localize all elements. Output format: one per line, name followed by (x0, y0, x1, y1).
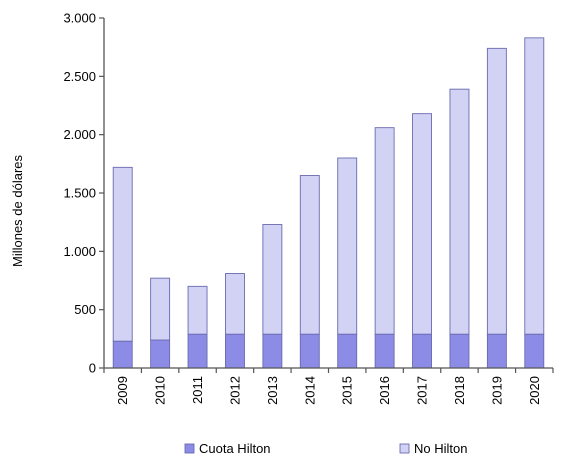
bar-cuota-hilton-2009 (112, 340, 133, 369)
legend-swatch-cuota-hilton (184, 443, 195, 454)
x-tick-label: 2009 (115, 376, 130, 405)
bar-cuota-hilton-2014 (299, 333, 320, 369)
bar-cuota-hilton-2012 (225, 333, 245, 369)
legend: Cuota Hilton No Hilton (184, 441, 467, 456)
x-tick-label-group: 2011 (190, 376, 205, 404)
bar-no-hilton-2016 (374, 127, 395, 335)
bar-no-hilton-2019 (486, 47, 507, 335)
bar-no-hilton-2012 (225, 273, 245, 335)
legend-label: Cuota Hilton (199, 441, 271, 456)
y-axis-title-group: Millones de dólares (10, 155, 25, 268)
bar-no-hilton-2017 (412, 113, 432, 335)
bar-cuota-hilton-2019 (486, 333, 507, 369)
bar-cuota-hilton-2013 (262, 333, 283, 369)
x-tick-label: 2018 (452, 376, 467, 405)
x-tick-label: 2014 (302, 376, 317, 405)
x-tick-label-group: 2010 (153, 376, 168, 405)
y-tick-label: 2.500 (63, 69, 96, 84)
y-tick-label: 3.000 (63, 11, 96, 26)
x-tick-label: 2010 (153, 376, 168, 405)
bar-no-hilton-2015 (337, 157, 358, 335)
y-tick-label: 0 (89, 361, 96, 376)
bar-cuota-hilton-2020 (524, 333, 545, 369)
axes (103, 18, 553, 369)
bar-no-hilton-2011 (187, 285, 208, 335)
legend-swatch-no-hilton (399, 443, 410, 454)
x-tick-label-group: 2012 (227, 376, 242, 405)
x-tick-label: 2020 (527, 376, 542, 405)
bar-no-hilton-2010 (150, 277, 171, 341)
bar-no-hilton-2018 (449, 88, 470, 335)
x-tick-label-group: 2020 (527, 376, 542, 405)
x-tick-label: 2011 (190, 376, 205, 404)
x-tick-label-group: 2014 (302, 376, 317, 405)
x-axis-ticks: 2009 2010 2011 2012 2013 2014 2015 2016 2017 2018… (103, 368, 554, 405)
x-tick-label: 2015 (340, 376, 355, 405)
y-tick-label: 500 (74, 302, 96, 317)
y-tick-label: 1.000 (63, 244, 96, 259)
x-tick-label: 2013 (265, 376, 280, 405)
bar-cuota-hilton-2016 (374, 333, 395, 369)
bar-cuota-hilton-2011 (187, 333, 208, 369)
x-tick-label: 2016 (377, 376, 392, 405)
y-tick-label: 2.000 (63, 127, 96, 142)
bar-no-hilton-2013 (262, 224, 283, 335)
y-tick-label: 1.500 (63, 186, 96, 201)
x-tick-label: 2019 (489, 376, 504, 405)
bar-cuota-hilton-2010 (150, 339, 171, 369)
y-axis-title: Millones de dólares (10, 155, 25, 268)
x-tick-label-group: 2009 (115, 376, 130, 405)
bar-no-hilton-2014 (299, 175, 320, 335)
x-tick-label-group: 2017 (415, 376, 430, 405)
x-tick-label-group: 2016 (377, 376, 392, 405)
legend-label: No Hilton (414, 441, 467, 456)
bar-no-hilton-2020 (524, 37, 545, 335)
x-tick-label-group: 2018 (452, 376, 467, 405)
x-tick-label-group: 2015 (340, 376, 355, 405)
bar-no-hilton-2009 (112, 166, 133, 342)
x-tick-label: 2012 (227, 376, 242, 405)
y-axis-ticks: 0 500 1.000 1.500 2.000 2.500 3.000 (63, 11, 104, 376)
bar-cuota-hilton-2015 (337, 333, 358, 369)
x-tick-label-group: 2013 (265, 376, 280, 405)
bar-cuota-hilton-2017 (412, 333, 432, 369)
bars (112, 37, 545, 369)
x-tick-label-group: 2019 (489, 376, 504, 405)
x-tick-label: 2017 (415, 376, 430, 405)
bar-cuota-hilton-2018 (449, 333, 470, 369)
